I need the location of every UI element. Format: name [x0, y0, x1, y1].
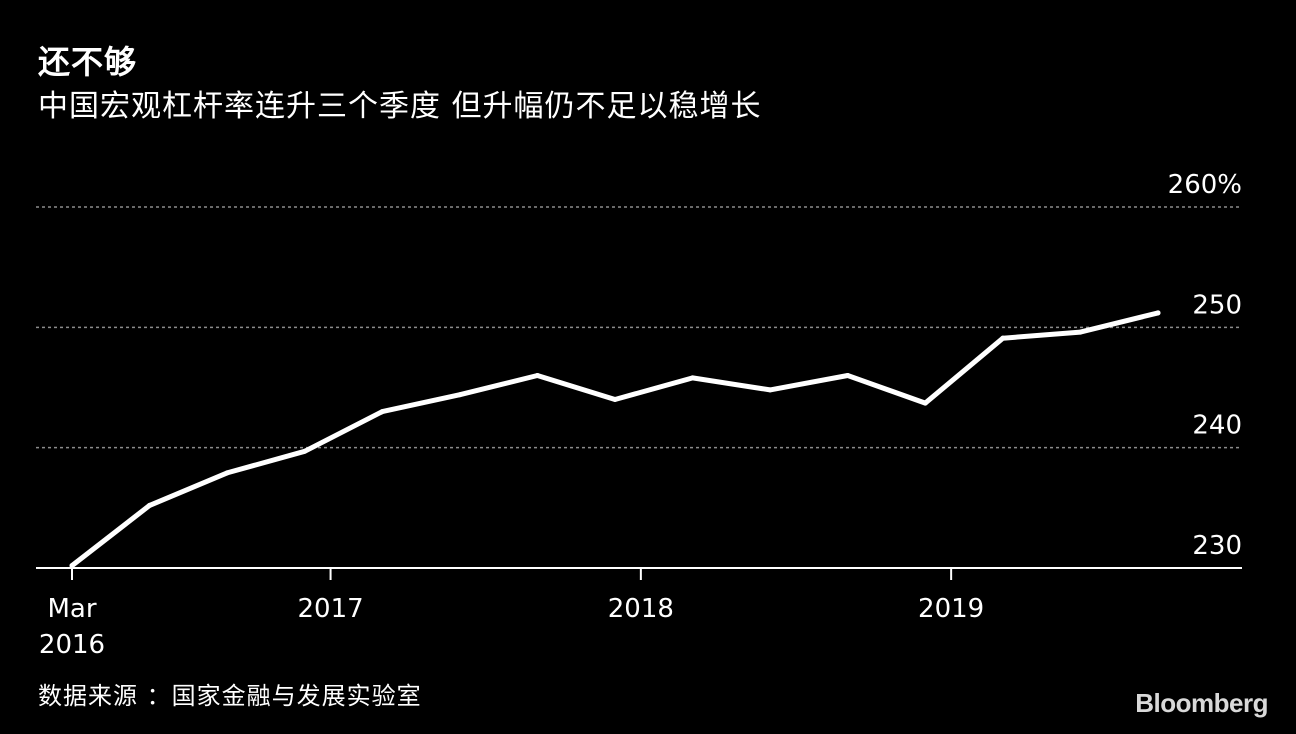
grid-lines — [36, 206, 1242, 449]
data-point — [147, 502, 153, 508]
x-tick-label: Mar 2016 — [39, 594, 105, 660]
data-point — [922, 400, 928, 406]
chart-subtitle: 中国宏观杠杆率连升三个季度 但升幅仍不足以稳增长 — [38, 89, 762, 124]
data-point — [69, 563, 75, 569]
x-tick-label: 2017 — [297, 594, 363, 624]
data-point — [845, 372, 851, 378]
x-tick-label: 2018 — [608, 594, 674, 624]
data-point — [534, 372, 540, 378]
y-axis-labels: 230 240 250 260% — [1168, 170, 1242, 561]
source-note: 数据来源 ：国家金融与发展实验室 — [38, 682, 422, 710]
x-axis — [36, 567, 1242, 580]
data-point — [224, 470, 230, 476]
bloomberg-logo: Bloomberg — [1135, 688, 1268, 718]
data-point — [379, 409, 385, 415]
data-point — [767, 387, 773, 393]
y-tick-label: 230 — [1192, 531, 1242, 561]
chart-title: 还不够 — [38, 43, 138, 81]
series-layer — [69, 310, 1161, 569]
y-tick-label: 240 — [1192, 411, 1242, 441]
data-point — [302, 448, 308, 454]
data-point — [1077, 329, 1083, 335]
data-point — [1000, 335, 1006, 341]
y-tick-label: 250 — [1192, 290, 1242, 320]
series-line — [69, 310, 1161, 569]
y-tick-label: 260% — [1168, 170, 1242, 200]
x-axis-labels: Mar 2016 2017 2018 2019 — [39, 594, 984, 660]
x-tick-label: 2019 — [918, 594, 984, 624]
data-point — [1155, 310, 1161, 316]
data-point — [612, 397, 618, 403]
data-point — [457, 392, 463, 398]
data-point — [690, 375, 696, 381]
